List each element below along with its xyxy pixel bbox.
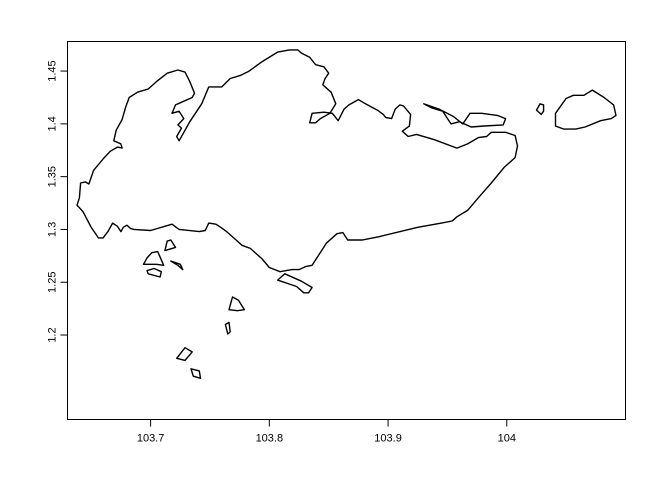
x-tick-label: 104 <box>498 433 516 445</box>
y-tick-label: 1.4 <box>47 116 59 131</box>
plot-frame <box>67 41 626 420</box>
y-tick-label: 1.3 <box>47 222 59 237</box>
y-tick-label: 1.45 <box>47 60 59 81</box>
map-polygon-islet-2 <box>164 239 177 252</box>
map-polygon-pulau-tekong <box>554 89 617 130</box>
map-polygon-sentosa <box>276 273 313 294</box>
y-tick-label: 1.35 <box>47 166 59 187</box>
y-tick-label: 1.2 <box>47 327 59 342</box>
map-polygon-islet-5 <box>228 296 246 312</box>
x-tick-label: 103.9 <box>374 433 402 445</box>
x-axis: 103.7 103.8 103.9 104 <box>137 419 516 445</box>
map-polygon-islet-3 <box>146 267 162 278</box>
map-polygon-pulau-ubin <box>423 103 507 128</box>
y-axis: 1.2 1.25 1.3 1.35 1.4 1.45 <box>47 60 68 343</box>
map-shapes <box>76 49 617 379</box>
map-polygon-main-island <box>76 49 519 273</box>
x-tick-label: 103.7 <box>137 433 165 445</box>
map-polygon-islet-7 <box>176 347 193 362</box>
map-polygon-islet-4 <box>170 260 184 271</box>
map-polygon-islet-6 <box>224 321 231 335</box>
map-polygon-islet-8 <box>190 368 202 379</box>
map-polygon-pulau-ketam <box>535 103 545 116</box>
map-polygon-islet-1 <box>142 250 165 266</box>
x-tick-label: 103.8 <box>256 433 284 445</box>
y-tick-label: 1.25 <box>47 272 59 293</box>
